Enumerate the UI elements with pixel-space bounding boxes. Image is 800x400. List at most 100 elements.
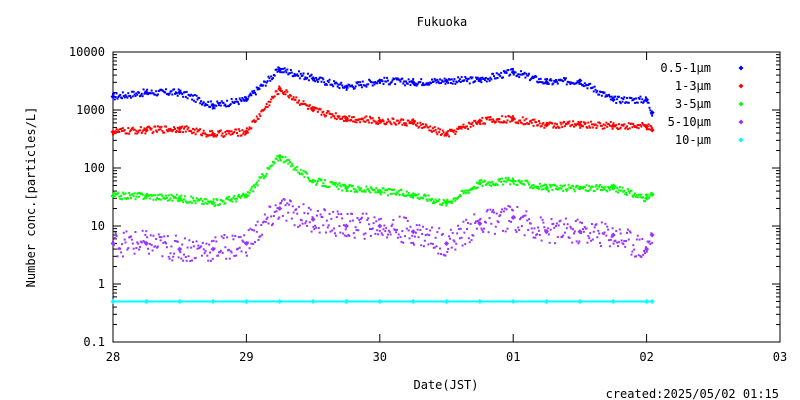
series-texture-point [495, 212, 498, 215]
series-texture-point [600, 94, 603, 97]
series-texture-point [450, 78, 453, 81]
series-texture-point [121, 91, 124, 94]
data-point [243, 129, 249, 135]
series-texture-point [256, 184, 259, 187]
series-texture-point [315, 214, 318, 217]
series-texture-point [333, 115, 336, 118]
series-texture-point [302, 100, 305, 103]
series-texture-point [386, 118, 389, 121]
series-texture-point [219, 104, 222, 107]
series-texture-point [435, 81, 438, 84]
series-texture-point [148, 197, 151, 200]
data-point [410, 79, 416, 85]
series-texture-point [445, 204, 448, 207]
series-texture-point [452, 131, 455, 134]
series-texture-point [254, 93, 257, 96]
series-texture-point [298, 171, 301, 174]
series-texture-point [249, 189, 252, 192]
series-texture-point [598, 232, 601, 235]
series-texture-point [306, 72, 309, 75]
series-texture-point [324, 209, 327, 212]
series-texture-point [260, 110, 263, 113]
series-texture-point [485, 118, 488, 121]
series-texture-point [250, 242, 253, 245]
series-texture-point [362, 190, 365, 193]
series-texture-point [212, 135, 215, 138]
series-texture-point [283, 67, 286, 70]
series-texture-point [218, 203, 221, 206]
series-texture-point [342, 119, 345, 122]
series-texture-point [395, 193, 398, 196]
series-texture-point [365, 185, 368, 188]
series-texture-point [625, 231, 628, 234]
series-texture-point [503, 71, 506, 74]
series-texture-point [216, 198, 219, 201]
series-texture-point [331, 83, 334, 86]
series-texture-point [439, 78, 442, 81]
series-texture-point [271, 224, 274, 227]
series-texture-point [519, 218, 522, 221]
series-texture-point [156, 246, 159, 249]
series-texture-point [501, 115, 504, 118]
chart-title: Fukuoka [417, 15, 468, 29]
series-texture-point [336, 115, 339, 118]
series-texture-point [427, 194, 430, 197]
series-texture-point [632, 122, 635, 125]
series-texture-point [417, 236, 420, 239]
series-texture-point [393, 121, 396, 124]
series-texture-point [252, 92, 255, 95]
series-texture-point [169, 127, 172, 130]
series-texture-point [337, 83, 340, 86]
series-texture-point [427, 82, 430, 85]
series-texture-point [647, 123, 650, 126]
series-texture-point [277, 217, 280, 220]
series-texture-point [508, 220, 511, 223]
series-texture-point [156, 125, 159, 128]
data-point [610, 185, 616, 191]
series-texture-point [441, 232, 444, 235]
series-texture-point [642, 253, 645, 256]
series-texture-point [138, 129, 141, 132]
series-texture-point [573, 190, 576, 193]
series-texture-point [447, 130, 450, 133]
series-texture-point [276, 207, 279, 210]
series-texture-point [141, 193, 144, 196]
series-texture-point [280, 159, 283, 162]
series-texture-point [530, 184, 533, 187]
series-texture-point [342, 115, 345, 118]
series-texture-point [443, 77, 446, 80]
series-texture-point [198, 97, 201, 100]
series-texture-point [281, 214, 284, 217]
series-texture-point [240, 250, 243, 253]
series-texture-point [528, 218, 531, 221]
series-texture-point [396, 192, 399, 195]
series-texture-point [227, 248, 230, 251]
series-texture-point [469, 76, 472, 79]
series-texture-point [413, 84, 416, 87]
series-texture-point [469, 222, 472, 225]
series-texture-point [547, 233, 550, 236]
series-texture-point [182, 95, 185, 98]
series-texture-point [181, 243, 184, 246]
series-texture-point [114, 232, 117, 235]
series-texture-point [454, 82, 457, 85]
series-texture-point [241, 194, 244, 197]
series-texture-point [174, 131, 177, 134]
series-texture-point [430, 242, 433, 245]
series-texture-point [640, 256, 643, 259]
series-texture-point [163, 196, 166, 199]
data-point [410, 229, 416, 235]
series-texture-point [639, 124, 642, 127]
series-texture-point [437, 252, 440, 255]
series-texture-point [646, 128, 649, 131]
series-texture-point [228, 257, 231, 260]
series-texture-point [353, 120, 356, 123]
series-texture-point [569, 225, 572, 228]
series-texture-point [428, 234, 431, 237]
series-texture-point [604, 95, 607, 98]
series-texture-point [237, 236, 240, 239]
series-texture-point [640, 101, 643, 104]
series-texture-point [176, 240, 179, 243]
series-texture-point [465, 77, 468, 80]
series-texture-point [248, 94, 251, 97]
